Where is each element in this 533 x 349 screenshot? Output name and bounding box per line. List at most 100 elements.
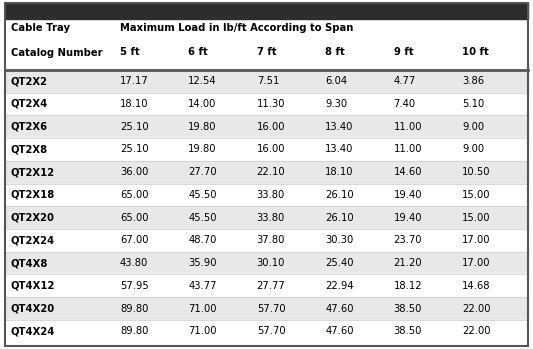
Text: Cable Tray: Cable Tray	[11, 23, 70, 33]
Text: 10.50: 10.50	[462, 167, 490, 177]
Text: 45.50: 45.50	[188, 213, 217, 223]
Text: 10 ft: 10 ft	[462, 47, 489, 57]
Bar	[5, 70, 528, 92]
Text: 9.00: 9.00	[462, 122, 484, 132]
Text: 57.70: 57.70	[257, 304, 285, 314]
Text: 36.00: 36.00	[120, 167, 148, 177]
Text: 15.00: 15.00	[462, 190, 490, 200]
Text: 67.00: 67.00	[120, 235, 148, 245]
Text: 19.80: 19.80	[188, 144, 217, 154]
Text: QT2X12: QT2X12	[11, 167, 55, 177]
Text: 18.12: 18.12	[393, 281, 422, 291]
Text: 11.00: 11.00	[393, 144, 422, 154]
Text: 12.54: 12.54	[188, 76, 217, 86]
Text: QT2X18: QT2X18	[11, 190, 55, 200]
Bar	[5, 229, 528, 252]
Text: 21.20: 21.20	[393, 258, 422, 268]
Text: 5.10: 5.10	[462, 99, 484, 109]
Text: 16.00: 16.00	[257, 122, 285, 132]
Bar	[5, 161, 528, 184]
Text: 43.80: 43.80	[120, 258, 148, 268]
Text: 57.70: 57.70	[257, 326, 285, 336]
Text: 89.80: 89.80	[120, 304, 148, 314]
Text: 13.40: 13.40	[325, 144, 353, 154]
Text: 33.80: 33.80	[257, 190, 285, 200]
Text: 47.60: 47.60	[325, 326, 353, 336]
Text: 38.50: 38.50	[393, 326, 422, 336]
Text: 6 ft: 6 ft	[188, 47, 208, 57]
Text: QT2X24: QT2X24	[11, 235, 55, 245]
Text: 71.00: 71.00	[188, 326, 217, 336]
Bar	[5, 3, 528, 19]
Bar	[5, 206, 528, 229]
Text: 14.60: 14.60	[393, 167, 422, 177]
Text: 22.00: 22.00	[462, 304, 490, 314]
Text: 35.90: 35.90	[188, 258, 217, 268]
Text: 37.80: 37.80	[257, 235, 285, 245]
Text: 22.94: 22.94	[325, 281, 354, 291]
Text: 4.77: 4.77	[393, 76, 416, 86]
Bar	[5, 320, 528, 343]
Text: QT2X4: QT2X4	[11, 99, 48, 109]
Text: QT4X12: QT4X12	[11, 281, 55, 291]
Text: 11.00: 11.00	[393, 122, 422, 132]
Bar	[5, 184, 528, 206]
Text: 89.80: 89.80	[120, 326, 148, 336]
Text: 23.70: 23.70	[393, 235, 422, 245]
Text: 33.80: 33.80	[257, 213, 285, 223]
Text: 19.40: 19.40	[393, 213, 422, 223]
Text: 9.00: 9.00	[462, 144, 484, 154]
Text: 18.10: 18.10	[325, 167, 353, 177]
Text: 15.00: 15.00	[462, 213, 490, 223]
Text: 13.40: 13.40	[325, 122, 353, 132]
Text: 45.50: 45.50	[188, 190, 217, 200]
Text: QT4X24: QT4X24	[11, 326, 55, 336]
Text: 65.00: 65.00	[120, 213, 148, 223]
Text: QT2X20: QT2X20	[11, 213, 54, 223]
Text: 71.00: 71.00	[188, 304, 217, 314]
Text: 47.60: 47.60	[325, 304, 353, 314]
Text: 14.68: 14.68	[462, 281, 490, 291]
Text: 14.00: 14.00	[188, 99, 217, 109]
Text: Catalog Number: Catalog Number	[11, 48, 102, 58]
Text: 16.00: 16.00	[257, 144, 285, 154]
Text: 19.80: 19.80	[188, 122, 217, 132]
Text: 26.10: 26.10	[325, 190, 354, 200]
Text: 7 ft: 7 ft	[257, 47, 276, 57]
Text: 38.50: 38.50	[393, 304, 422, 314]
Text: Maximum Load in lb/ft According to Span: Maximum Load in lb/ft According to Span	[120, 23, 353, 33]
Text: 7.51: 7.51	[257, 76, 279, 86]
Text: 25.10: 25.10	[120, 144, 149, 154]
Text: 25.10: 25.10	[120, 122, 149, 132]
Text: 22.10: 22.10	[257, 167, 285, 177]
Text: QT4X20: QT4X20	[11, 304, 55, 314]
Text: 22.00: 22.00	[462, 326, 490, 336]
Text: 5 ft: 5 ft	[120, 47, 140, 57]
Bar	[5, 138, 528, 161]
Bar	[5, 115, 528, 138]
Text: 48.70: 48.70	[188, 235, 217, 245]
Text: 6.04: 6.04	[325, 76, 348, 86]
Bar	[5, 297, 528, 320]
Text: 27.77: 27.77	[257, 281, 286, 291]
Text: 30.30: 30.30	[325, 235, 353, 245]
Text: 43.77: 43.77	[188, 281, 217, 291]
Text: 3.86: 3.86	[462, 76, 484, 86]
Text: QT2X8: QT2X8	[11, 144, 48, 154]
Text: 9.30: 9.30	[325, 99, 348, 109]
Text: 17.00: 17.00	[462, 258, 490, 268]
Text: QT2X2: QT2X2	[11, 76, 47, 86]
Text: 27.70: 27.70	[188, 167, 217, 177]
Text: 17.00: 17.00	[462, 235, 490, 245]
Text: 18.10: 18.10	[120, 99, 148, 109]
Text: 25.40: 25.40	[325, 258, 353, 268]
Text: 7.40: 7.40	[393, 99, 416, 109]
Bar	[5, 92, 528, 115]
Text: 19.40: 19.40	[393, 190, 422, 200]
Text: QT4X8: QT4X8	[11, 258, 48, 268]
Bar	[5, 275, 528, 297]
Text: QT2X6: QT2X6	[11, 122, 48, 132]
Text: 11.30: 11.30	[257, 99, 285, 109]
Text: 30.10: 30.10	[257, 258, 285, 268]
Text: 26.10: 26.10	[325, 213, 354, 223]
